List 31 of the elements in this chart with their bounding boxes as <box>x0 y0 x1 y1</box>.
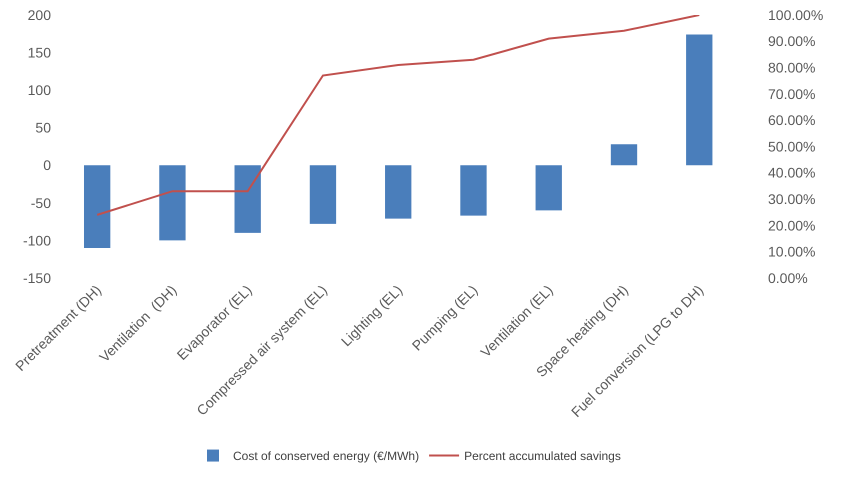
y-tick-label: -100 <box>22 232 52 248</box>
bar <box>536 165 562 210</box>
y-tick-label: -150 <box>22 270 52 286</box>
y-tick-label: 150 <box>28 44 52 60</box>
y-tick-label: 100 <box>28 82 52 98</box>
y2-tick-label: 0.00% <box>768 270 808 286</box>
y-tick-label: 50 <box>35 120 52 136</box>
y2-tick-label: 70.00% <box>768 86 816 102</box>
bar <box>610 144 638 166</box>
y-tick-label: -50 <box>30 194 52 211</box>
y2-tick-label: 100.00% <box>768 6 824 23</box>
y2-tick-label: 80.00% <box>768 60 816 76</box>
line-series <box>96 15 700 216</box>
y2-tick-label: 30.00% <box>768 191 816 207</box>
bar <box>159 165 186 240</box>
y2-tick-label: 20.00% <box>768 217 816 234</box>
bar <box>686 34 712 166</box>
y2-tick-label: 90.00% <box>768 33 816 50</box>
y-tick-label: 200 <box>28 6 52 23</box>
bar <box>385 165 412 219</box>
y2-tick-label: 40.00% <box>768 164 816 181</box>
y2-tick-label: 60.00% <box>768 112 816 128</box>
bar <box>460 165 487 216</box>
bar <box>234 165 261 233</box>
legend-label: Cost of conserved energy (€/MWh) <box>233 449 420 464</box>
y2-tick-label: 10.00% <box>768 244 816 260</box>
bar <box>310 165 336 224</box>
y-tick-label: 0 <box>43 157 52 174</box>
legend-label: Percent accumulated savings <box>464 449 621 464</box>
bar <box>84 165 110 248</box>
y2-tick-label: 50.00% <box>768 138 816 154</box>
